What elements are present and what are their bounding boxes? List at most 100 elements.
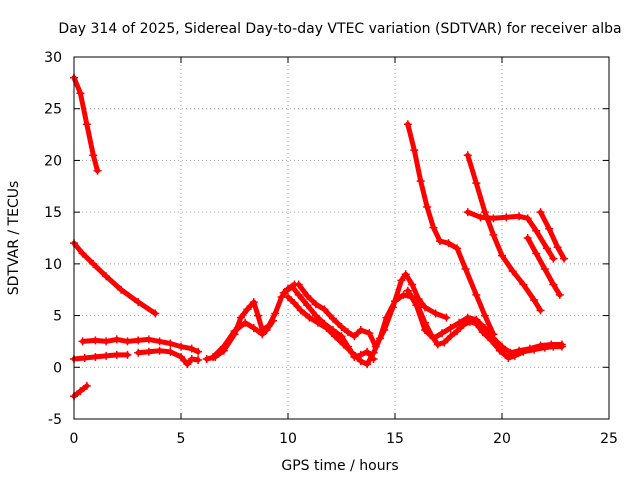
data-point [134,298,143,307]
data-point [453,327,462,336]
data-point [91,352,100,361]
data-point [303,291,312,300]
series-track-6 [134,346,203,369]
data-point [560,254,569,263]
series-track-10 [294,270,451,351]
data-point [429,334,438,343]
data-point [322,323,331,332]
y-tick-label: 0 [53,360,62,376]
data-point [254,311,263,320]
data-point [506,348,515,357]
data-point [401,270,410,279]
series-track-17 [536,208,569,263]
data-point [403,286,412,295]
data-point [525,344,534,353]
series-track-14 [463,151,545,315]
data-point [78,337,87,346]
y-tick-label: 15 [44,205,62,221]
data-point [155,346,164,355]
data-point [416,177,425,186]
data-point [504,353,513,362]
y-axis-label: SDTVAR / TECUs [6,181,22,296]
data-point [429,223,438,232]
data-point [102,351,111,360]
data-point [144,347,153,356]
data-point [463,151,472,160]
series-trace [296,271,449,350]
data-point [423,202,432,211]
data-point [369,348,378,357]
data-point [446,332,455,341]
data-point [269,316,278,325]
y-tick-label: 20 [44,153,62,169]
data-point [151,309,160,318]
data-point [455,318,464,327]
data-point [177,352,185,361]
data-point [82,120,91,129]
data-point [410,146,419,155]
data-point [337,322,346,331]
y-tick-label: 10 [44,257,62,273]
data-point [243,305,252,314]
data-point [363,360,372,369]
data-point [241,318,250,327]
data-point [117,285,126,294]
data-point [453,244,462,253]
data-point [472,290,481,299]
data-point [438,329,447,338]
plot-frame [73,56,610,420]
data-point [444,239,453,248]
data-point [134,336,143,345]
data-point [290,299,299,308]
y-tick-label: 25 [44,102,62,118]
data-point [536,306,545,315]
data-point [258,330,267,339]
data-point [230,327,239,336]
data-point [288,282,297,291]
data-point [102,272,111,281]
data-point [320,305,329,314]
data-point [339,340,348,349]
data-point [80,353,89,362]
data-point [194,356,203,365]
data-point [530,296,539,305]
data-point [350,332,359,341]
data-point [166,347,175,356]
data-point [356,326,365,335]
data-point [123,350,132,359]
series-track-5 [70,350,132,364]
data-point [420,326,429,335]
data-point [249,323,258,332]
data-point [515,212,524,221]
data-point [508,267,517,276]
data-point [515,346,524,355]
data-point [472,315,481,324]
series-trace [538,209,567,262]
data-point [376,334,385,343]
data-point [76,387,85,396]
data-point [262,326,271,335]
data-points [70,73,569,401]
data-point [536,208,545,217]
chart-title: Day 314 of 2025, Sidereal Day-to-day VTE… [58,21,621,37]
data-point [331,332,340,341]
data-point [540,265,549,274]
data-point [547,340,556,349]
series-trace [465,152,543,313]
data-point [555,290,564,299]
data-point [532,249,541,258]
data-point [549,254,558,263]
series-trace [405,288,565,356]
data-point [311,311,320,320]
series-track-3 [70,381,91,401]
series-track-4 [78,335,203,356]
data-point [463,208,472,217]
x-tick-label: 25 [600,431,618,447]
data-point [93,166,102,175]
data-point [476,213,485,222]
series-trace [135,348,201,367]
data-point [249,298,258,307]
y-tick-label: 30 [44,50,62,66]
data-point [498,342,506,351]
